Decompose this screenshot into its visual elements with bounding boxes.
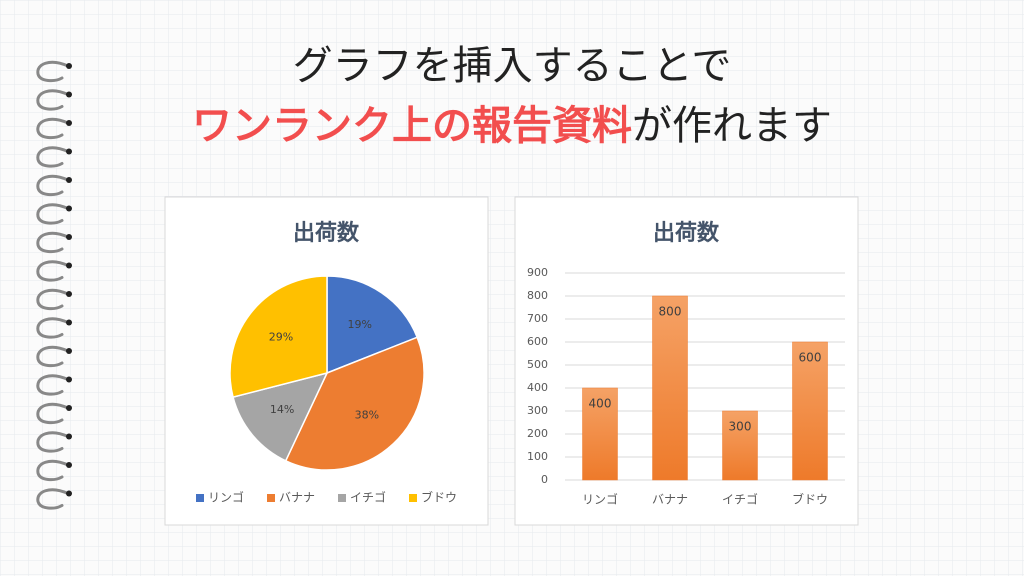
ring [36, 89, 70, 111]
headline-highlight: ワンランク上の報告資料 [192, 103, 632, 149]
legend-label: リンゴ [208, 490, 244, 505]
headline-rest: が作れます [632, 103, 832, 149]
ring-hole [66, 120, 72, 126]
ring [36, 260, 70, 282]
y-tick-label: 100 [527, 450, 548, 463]
data-label: 14% [270, 403, 294, 416]
bar [582, 387, 618, 481]
ring-hole [66, 262, 72, 269]
ring-hole [66, 462, 72, 468]
data-label: 400 [589, 397, 612, 411]
ring [36, 203, 70, 225]
ring-hole [66, 205, 72, 212]
ring [36, 374, 70, 396]
chart-title: 出荷数 [653, 220, 720, 246]
ring-hole [66, 234, 72, 240]
data-label: 600 [799, 351, 822, 365]
y-tick-label: 900 [527, 266, 548, 279]
ring [36, 117, 70, 140]
ring [36, 231, 70, 254]
data-label: 800 [659, 305, 682, 319]
pie-slice [284, 336, 425, 471]
ring-hole [66, 91, 72, 98]
legend-swatch [338, 494, 346, 502]
x-tick-label: イチゴ [722, 492, 758, 507]
ring-hole [66, 490, 72, 497]
y-tick-label: 400 [527, 381, 548, 394]
ring [36, 402, 70, 425]
ring-hole [66, 177, 72, 183]
pie-slice [326, 275, 419, 375]
y-tick-label: 500 [527, 358, 548, 371]
ring-hole [66, 348, 72, 354]
legend-swatch [409, 494, 417, 502]
ring [36, 317, 70, 339]
pie-slice [232, 371, 329, 462]
headline: グラフを挿入することで [293, 43, 732, 89]
chart-title: 出荷数 [293, 220, 360, 246]
ring-hole [66, 319, 72, 326]
bar [722, 410, 758, 481]
data-label: 29% [269, 330, 293, 343]
ring [36, 288, 70, 311]
bar [792, 341, 828, 481]
ring-hole [66, 291, 72, 297]
legend-label: バナナ [279, 491, 315, 505]
y-tick-label: 600 [527, 335, 548, 348]
y-tick-label: 200 [527, 427, 548, 440]
ring [36, 60, 70, 83]
legend-swatch [267, 494, 275, 502]
ring [36, 146, 70, 168]
ring-hole [66, 148, 72, 155]
headline: ワンランク上の報告資料が作れます [192, 103, 832, 149]
x-tick-label: バナナ [652, 493, 688, 507]
data-label: 38% [355, 408, 379, 421]
ring-hole [66, 433, 72, 440]
ring [36, 431, 70, 453]
legend-label: ブドウ [421, 490, 457, 505]
data-label: 300 [729, 420, 752, 434]
ring [36, 174, 70, 197]
x-tick-label: リンゴ [582, 492, 618, 507]
ring [36, 488, 70, 510]
pie-slice [229, 275, 328, 399]
y-tick-label: 300 [527, 404, 548, 417]
y-tick-label: 800 [527, 289, 548, 302]
bar [652, 295, 688, 481]
legend-label: イチゴ [350, 490, 386, 505]
x-tick-label: ブドウ [792, 492, 828, 507]
notebook-rings [36, 60, 72, 510]
y-tick-label: 0 [541, 473, 548, 486]
ring-hole [66, 376, 72, 383]
data-label: 19% [347, 318, 371, 331]
legend-swatch [196, 494, 204, 502]
y-tick-label: 700 [527, 312, 548, 325]
ring-hole [66, 405, 72, 411]
ring-hole [66, 63, 72, 69]
ring [36, 345, 70, 368]
ring [36, 459, 70, 482]
